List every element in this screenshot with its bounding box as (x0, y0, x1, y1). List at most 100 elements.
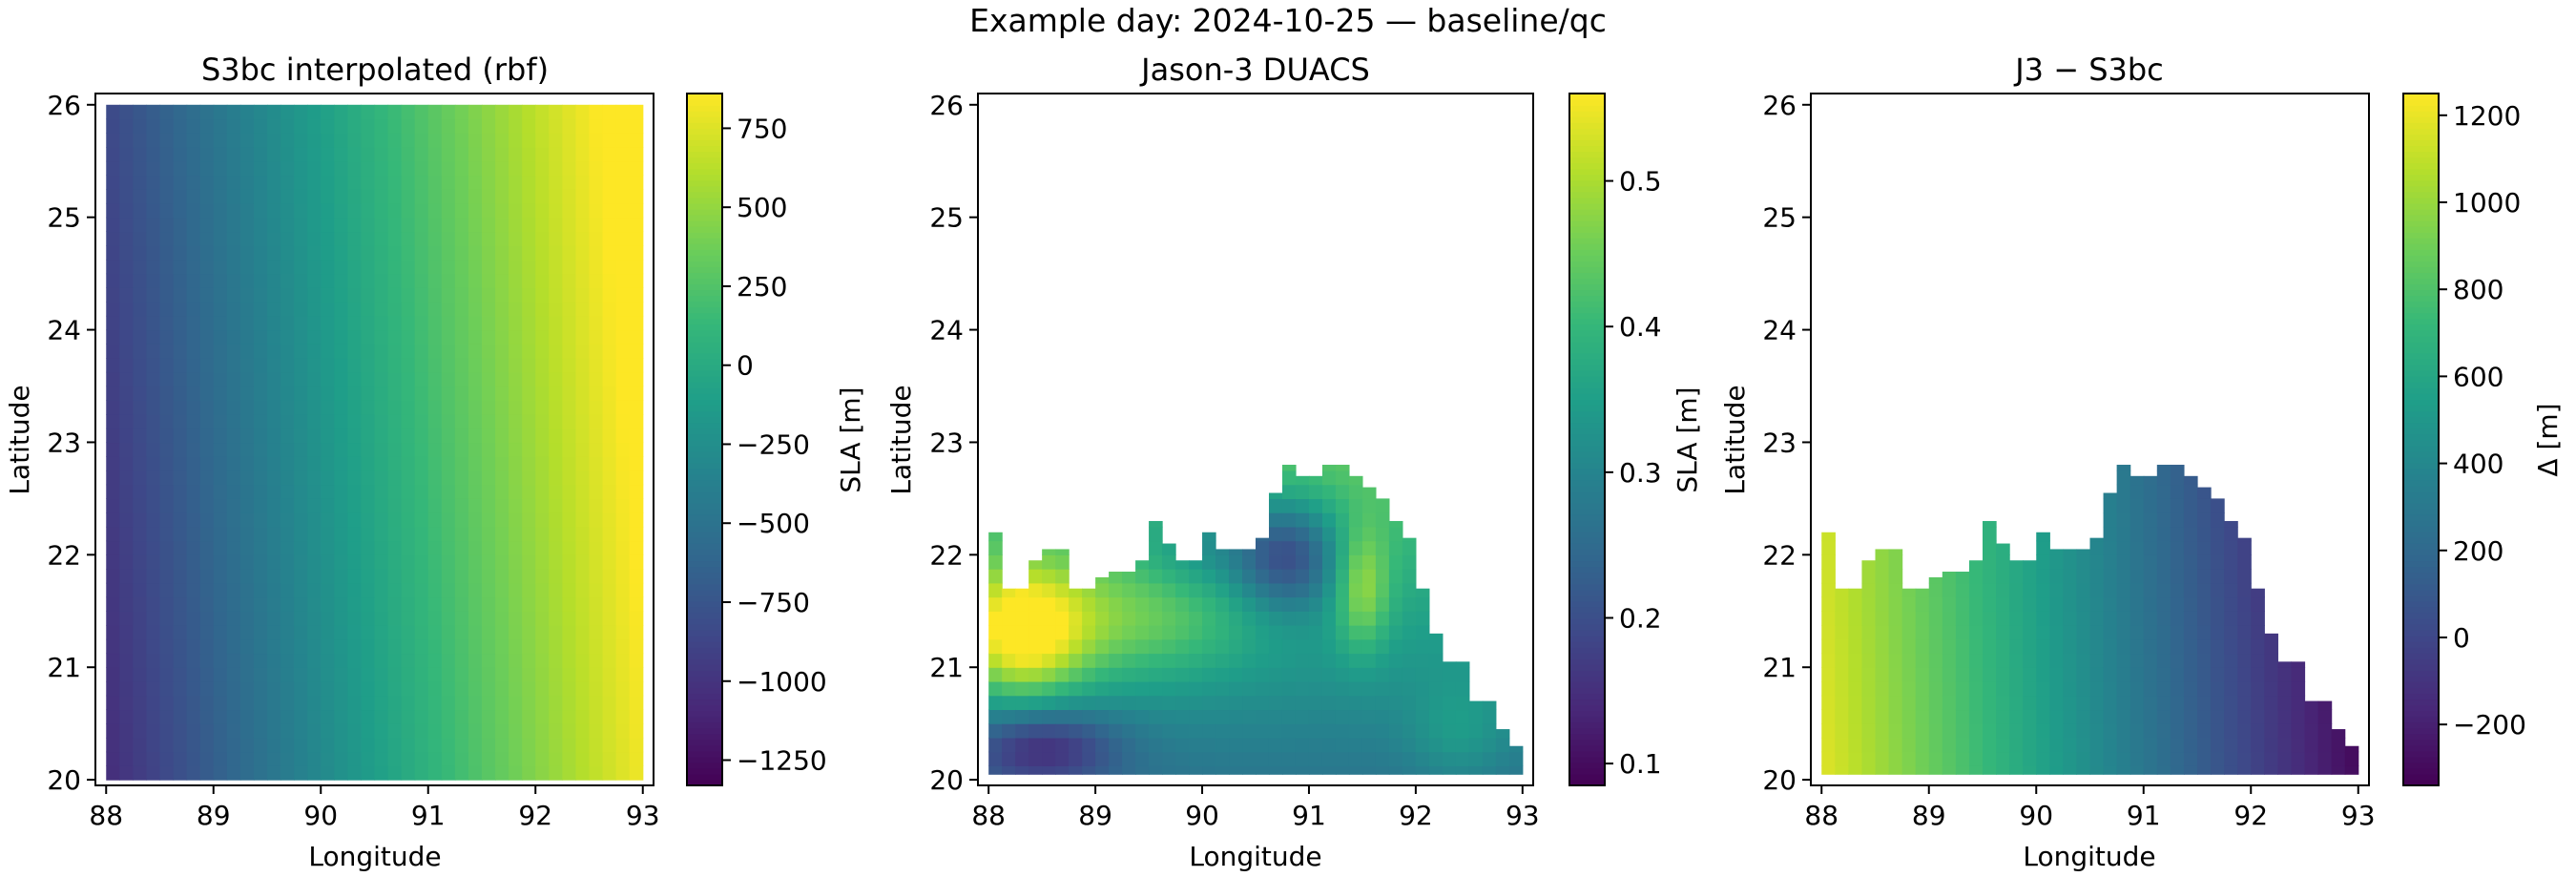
colorbar-segment (2403, 318, 2439, 325)
heatmap-cell (280, 695, 295, 711)
heatmap-cell (186, 596, 201, 612)
heatmap-cell (159, 498, 175, 513)
heatmap-cell (1015, 596, 1029, 612)
colorbar-segment (687, 208, 722, 216)
heatmap-cell (213, 315, 228, 331)
heatmap-cell (146, 680, 161, 697)
heatmap-cell (1175, 667, 1190, 682)
heatmap-cell (2304, 700, 2319, 711)
heatmap-cell (1135, 625, 1150, 640)
heatmap-cell (427, 526, 443, 542)
heatmap-cell (495, 653, 509, 668)
heatmap-cell (535, 582, 550, 598)
heatmap-cell (307, 765, 322, 781)
heatmap-cell (2183, 709, 2198, 724)
x-axis-ticks: 88 89 90 91 92 93 (971, 785, 1540, 831)
colorbar-label: Δ [m] (2532, 403, 2564, 476)
heatmap-cell (1229, 695, 1243, 711)
heatmap-cell (2156, 611, 2171, 626)
heatmap-cell (401, 638, 416, 655)
heatmap-cell (307, 175, 322, 190)
heatmap-cell (253, 428, 268, 444)
heatmap-cell (2251, 765, 2265, 775)
heatmap-cell (1942, 582, 1957, 598)
heatmap-cell (1983, 667, 1997, 682)
heatmap-cell (1348, 751, 1363, 766)
heatmap-cell (1256, 611, 1270, 626)
colorbar-segment (687, 283, 722, 291)
heatmap-cell (1162, 543, 1176, 555)
heatmap-cell (374, 695, 389, 711)
heatmap-cell (414, 765, 429, 781)
heatmap-cell (2224, 680, 2238, 697)
heatmap-cell (2224, 765, 2238, 775)
heatmap-cell (1308, 680, 1323, 697)
heatmap-cell (1028, 751, 1043, 766)
colorbar-segment (1569, 358, 1605, 365)
heatmap-cell (1308, 540, 1323, 555)
heatmap-cell (575, 709, 591, 724)
heatmap-cell (361, 147, 376, 162)
heatmap-cell (2036, 695, 2050, 711)
heatmap-cell (1242, 638, 1257, 655)
heatmap-cell (509, 680, 523, 697)
heatmap-cell (2197, 638, 2212, 655)
heatmap-cell (106, 569, 120, 584)
heatmap-cell (2063, 638, 2078, 655)
heatmap-cell (1215, 709, 1230, 724)
heatmap-cell (2211, 625, 2225, 640)
heatmap-cell (1055, 765, 1070, 775)
heatmap-cell (199, 189, 215, 204)
colorbar-segment (687, 295, 722, 303)
heatmap-cell (2156, 470, 2171, 486)
heatmap-cell (1996, 569, 2010, 584)
heatmap-cell (253, 723, 268, 739)
heatmap-cell (441, 498, 456, 513)
heatmap-cell (1348, 653, 1363, 668)
heatmap-cell (2156, 723, 2171, 739)
heatmap-cell (2009, 723, 2024, 739)
heatmap-cell (1082, 653, 1096, 668)
colorbar-segment (2403, 439, 2439, 447)
heatmap-cell (2237, 537, 2252, 542)
heatmap-cell (1942, 638, 1957, 655)
heatmap-cell (1888, 549, 1903, 555)
heatmap-cell (1361, 653, 1377, 668)
heatmap-cell (1202, 540, 1216, 555)
heatmap-cell (1955, 572, 1970, 584)
heatmap-cell (589, 498, 604, 513)
heatmap-cell (387, 611, 403, 626)
heatmap-cell (374, 287, 389, 303)
heatmap-cell (1055, 582, 1070, 598)
heatmap-cell (2264, 680, 2278, 697)
colorbar-segment (2403, 289, 2439, 297)
heatmap-cell (294, 751, 308, 766)
heatmap-cell (307, 751, 322, 766)
heatmap-cell (1901, 625, 1917, 640)
heatmap-cell (629, 456, 644, 471)
heatmap-cell (602, 498, 617, 513)
heatmap-cell (535, 104, 550, 120)
heatmap-cell (2183, 475, 2198, 486)
heatmap-cell (387, 189, 403, 204)
heatmap-cell (1308, 709, 1323, 724)
heatmap-cell (1281, 638, 1297, 655)
heatmap-cell (1388, 526, 1403, 542)
heatmap-cell (2076, 611, 2091, 626)
heatmap-cell (1082, 667, 1096, 682)
heatmap-cell (307, 118, 322, 134)
heatmap-cell (1402, 680, 1417, 697)
heatmap-cell (239, 400, 255, 415)
heatmap-cell (1348, 554, 1363, 570)
heatmap-cell (1149, 765, 1163, 775)
heatmap-cell (2183, 554, 2198, 570)
y-tick-label: 20 (1762, 764, 1797, 796)
heatmap-cell (575, 582, 591, 598)
heatmap-cell (321, 611, 335, 626)
heatmap-cell (1942, 596, 1957, 612)
heatmap-cell (1915, 751, 1930, 766)
heatmap-cell (2156, 765, 2171, 775)
heatmap-cell (1229, 611, 1243, 626)
heatmap-cell (427, 358, 443, 373)
colorbar-segment (687, 306, 722, 314)
